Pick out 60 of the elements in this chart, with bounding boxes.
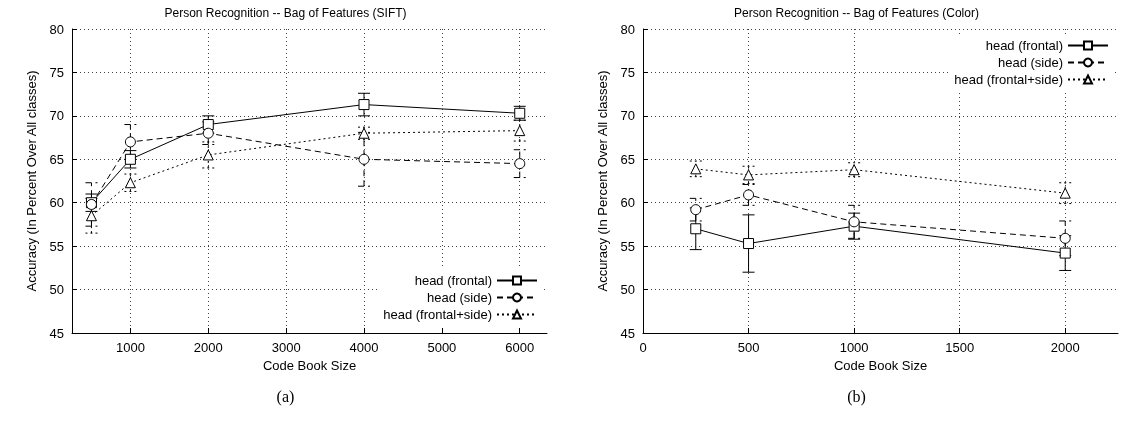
x-axis-title: Code Book Size [262, 358, 357, 373]
point [124, 136, 136, 148]
y-tick-label: 80 [620, 21, 635, 37]
y-axis-title: Accuracy (In Percent Over All classes) [595, 70, 610, 292]
point [743, 238, 755, 250]
y-tick-label: 80 [49, 21, 64, 37]
y-tick-label: 45 [620, 325, 635, 341]
x-tick-label: 4000 [349, 340, 379, 355]
x-tick-label: 1000 [115, 340, 145, 355]
x-axis-title: Code Book Size [833, 358, 928, 373]
legend-label: head (side) [426, 290, 492, 305]
x-tick-label: 0 [639, 340, 647, 355]
y-tick-label: 70 [620, 108, 635, 124]
point [124, 177, 136, 189]
y-tick-label: 65 [49, 151, 64, 167]
point [202, 149, 214, 161]
point [124, 153, 136, 165]
x-tick-label: 1000 [839, 340, 869, 355]
point [690, 223, 702, 235]
x-tick-label: 2000 [1050, 340, 1080, 355]
y-tick-label: 50 [620, 282, 635, 298]
y-tick-label: 65 [620, 151, 635, 167]
point [848, 216, 860, 228]
y-tick-label: 55 [49, 238, 64, 254]
point [514, 125, 526, 137]
point [202, 127, 214, 139]
y-tick-label: 60 [49, 195, 64, 211]
point [358, 153, 370, 165]
legend-label: head (frontal) [414, 273, 492, 288]
y-tick-label: 55 [620, 238, 635, 254]
point [1059, 187, 1071, 199]
point [743, 189, 755, 201]
point [85, 210, 97, 222]
x-tick-label: 6000 [505, 340, 535, 355]
x-tick-label: 5000 [427, 340, 457, 355]
legend-label: head (frontal+side) [383, 307, 492, 322]
y-tick-label: 75 [49, 64, 64, 80]
y-tick-label: 75 [620, 64, 635, 80]
legend-label: head (side) [997, 55, 1063, 70]
point [358, 99, 370, 111]
y-tick-label: 50 [49, 282, 64, 298]
y-tick-label: 60 [620, 195, 635, 211]
x-tick-label: 500 [737, 340, 760, 355]
point [1059, 232, 1071, 244]
y-tick-label: 45 [49, 325, 64, 341]
point [690, 204, 702, 216]
point [743, 169, 755, 181]
text: (b) [847, 387, 866, 406]
legend-label: head (frontal) [985, 38, 1063, 53]
y-axis-title: Accuracy (In Percent Over All classes) [24, 70, 39, 292]
y-tick-label: 70 [49, 108, 64, 124]
point [1059, 247, 1071, 259]
chart-title: Person Recognition -- Bag of Features (Color) [734, 6, 979, 20]
legend-label: head (frontal+side) [954, 72, 1063, 87]
x-tick-label: 3000 [271, 340, 301, 355]
x-tick-label: 1500 [945, 340, 975, 355]
text: (a) [276, 387, 295, 406]
x-tick-label: 2000 [193, 340, 223, 355]
chart-title: Person Recognition -- Bag of Features (SIFT) [164, 6, 407, 20]
point [514, 158, 526, 170]
